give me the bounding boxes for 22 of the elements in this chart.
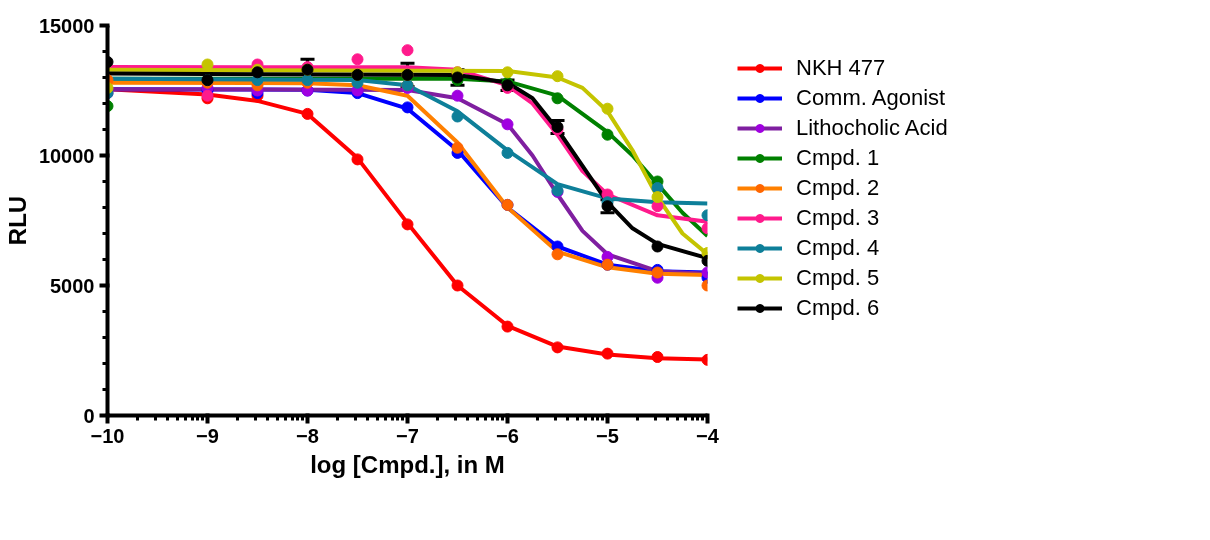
legend-label: Comm. Agonist (796, 85, 946, 111)
legend-label: Cmpd. 1 (796, 145, 880, 171)
y-tick-label: 15000 (38, 14, 95, 37)
y-axis-title: RLU (3, 195, 31, 246)
legend-label: Lithocholic Acid (796, 115, 948, 141)
y-tick-label: 10000 (38, 144, 95, 167)
x-tick-label: −9 (196, 424, 219, 447)
y-tick-label: 0 (83, 404, 95, 427)
x-tick-label: −7 (396, 424, 419, 447)
x-tick-label: −6 (496, 424, 519, 447)
legend-label: Cmpd. 4 (796, 235, 880, 261)
legend-label: Cmpd. 3 (796, 205, 880, 231)
legend-label: Cmpd. 5 (796, 265, 880, 291)
x-tick-label: −5 (596, 424, 619, 447)
x-tick-label: −4 (696, 424, 720, 447)
x-tick-label: −10 (90, 424, 125, 447)
legend-label: Cmpd. 2 (796, 175, 880, 201)
legend-label: Cmpd. 6 (796, 295, 880, 321)
x-tick-label: −8 (296, 424, 319, 447)
y-tick-label: 5000 (50, 274, 95, 297)
x-axis-title: log [Cmpd.], in M (310, 450, 505, 478)
legend-label: NKH 477 (796, 55, 886, 81)
